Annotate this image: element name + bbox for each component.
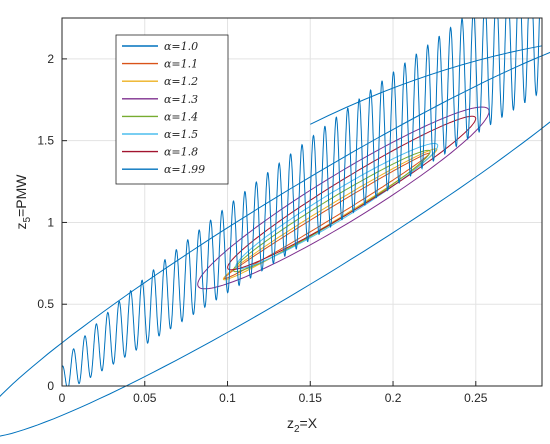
- series-curve: [233, 149, 431, 273]
- axis-ticks: 0 0.05 0.1 0.15 0.2 0.25 0 0.5 1 1.5 2: [37, 52, 487, 405]
- series-curve: [310, 45, 543, 125]
- legend-label: α=1.8: [164, 146, 198, 159]
- legend-label: α=1.3: [164, 93, 198, 106]
- series-curves: [0, 17, 550, 437]
- series-curve: [227, 115, 477, 271]
- x-tick-label: 0.05: [133, 391, 157, 405]
- y-tick-label: 0.5: [37, 297, 54, 311]
- x-tick-label: 0.1: [219, 391, 236, 405]
- y-tick-label: 1: [47, 215, 54, 229]
- y-tick-label: 0: [47, 379, 54, 393]
- x-axis-label: z2=X: [287, 415, 318, 435]
- legend-label: α=1.0: [164, 40, 198, 53]
- x-tick-label: 0: [59, 391, 66, 405]
- y-axis-label: z5=PMW: [13, 174, 33, 230]
- series-curve: [61, 17, 542, 387]
- legend-label: α=1.4: [164, 110, 198, 123]
- legend-box: [115, 34, 229, 185]
- legend-entries: α=1.0 α=1.1 α=1.2 α=1.3 α=1.4 α=1.5 α=1.8 α=1.9…: [122, 40, 205, 176]
- legend-label: α=1.99: [164, 163, 205, 176]
- plot-border: [61, 17, 543, 387]
- y-tick-label: 2: [47, 52, 54, 66]
- x-tick-label: 0.25: [464, 391, 488, 405]
- x-tick-label: 0.15: [299, 391, 323, 405]
- legend-label: α=1.1: [164, 58, 198, 71]
- legend: α=1.0 α=1.1 α=1.2 α=1.3 α=1.4 α=1.5 α=1.8 α=1.9…: [115, 34, 229, 185]
- x-tick-label: 0.2: [385, 391, 402, 405]
- legend-label: α=1.2: [164, 75, 198, 88]
- series-curve: [223, 152, 430, 280]
- y-tick-label: 1.5: [37, 134, 54, 148]
- series-curve: [197, 106, 490, 290]
- legend-label: α=1.5: [164, 128, 198, 141]
- series-curve: [0, 51, 550, 437]
